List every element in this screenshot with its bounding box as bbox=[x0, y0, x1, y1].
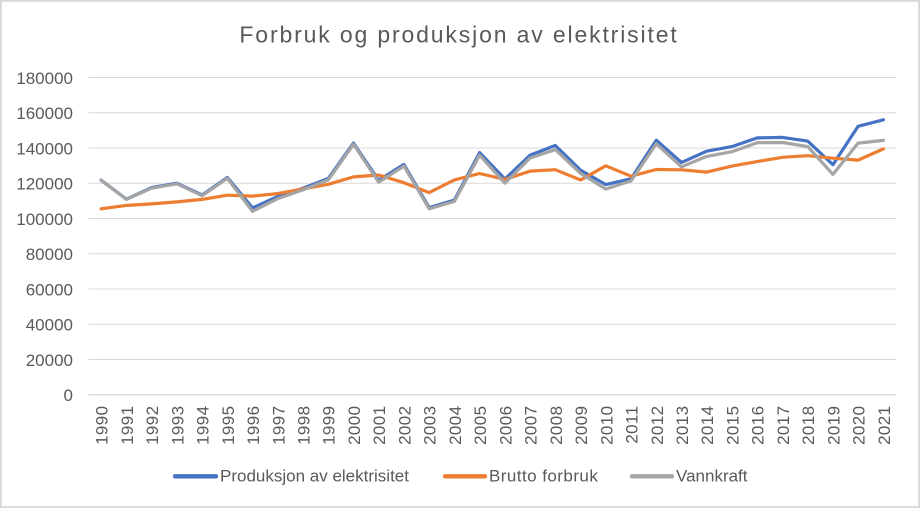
svg-text:1998: 1998 bbox=[295, 406, 314, 445]
svg-text:2019: 2019 bbox=[824, 406, 843, 445]
svg-text:2012: 2012 bbox=[648, 406, 667, 445]
svg-text:160000: 160000 bbox=[16, 104, 73, 123]
svg-text:120000: 120000 bbox=[16, 175, 73, 194]
svg-text:40000: 40000 bbox=[26, 316, 73, 335]
svg-text:1997: 1997 bbox=[269, 406, 288, 445]
svg-text:1994: 1994 bbox=[194, 406, 213, 445]
svg-text:Vannkraft: Vannkraft bbox=[676, 467, 748, 486]
svg-text:1996: 1996 bbox=[244, 406, 263, 445]
svg-text:2005: 2005 bbox=[471, 406, 490, 445]
svg-text:2009: 2009 bbox=[572, 406, 591, 445]
svg-text:140000: 140000 bbox=[16, 139, 73, 158]
svg-text:2006: 2006 bbox=[496, 406, 515, 445]
svg-text:2007: 2007 bbox=[522, 406, 541, 445]
svg-text:1991: 1991 bbox=[118, 406, 137, 445]
svg-text:2001: 2001 bbox=[370, 406, 389, 445]
svg-text:0: 0 bbox=[64, 386, 73, 405]
svg-text:2016: 2016 bbox=[749, 406, 768, 445]
svg-text:80000: 80000 bbox=[26, 245, 73, 264]
svg-text:2014: 2014 bbox=[698, 406, 717, 445]
svg-text:2013: 2013 bbox=[673, 406, 692, 445]
svg-text:1992: 1992 bbox=[143, 406, 162, 445]
svg-text:100000: 100000 bbox=[16, 210, 73, 229]
svg-text:Produksjon av elektrisitet: Produksjon av elektrisitet bbox=[220, 467, 409, 486]
svg-text:2015: 2015 bbox=[724, 406, 743, 445]
svg-text:2008: 2008 bbox=[547, 406, 566, 445]
svg-text:2004: 2004 bbox=[446, 406, 465, 445]
svg-text:1993: 1993 bbox=[168, 406, 187, 445]
svg-text:2017: 2017 bbox=[774, 406, 793, 445]
svg-text:2000: 2000 bbox=[345, 406, 364, 445]
svg-text:Forbruk og produksjon av elekt: Forbruk og produksjon av elektrisitet bbox=[239, 22, 678, 48]
svg-text:1999: 1999 bbox=[320, 406, 339, 445]
svg-text:1995: 1995 bbox=[219, 406, 238, 445]
svg-text:2002: 2002 bbox=[395, 406, 414, 445]
svg-text:Brutto forbruk: Brutto forbruk bbox=[489, 467, 598, 486]
svg-text:180000: 180000 bbox=[16, 69, 73, 88]
svg-text:20000: 20000 bbox=[26, 351, 73, 370]
svg-text:2021: 2021 bbox=[875, 406, 894, 445]
svg-text:2003: 2003 bbox=[421, 406, 440, 445]
svg-text:2018: 2018 bbox=[799, 406, 818, 445]
svg-text:60000: 60000 bbox=[26, 280, 73, 299]
svg-text:2010: 2010 bbox=[597, 406, 616, 445]
svg-text:2011: 2011 bbox=[623, 406, 642, 444]
svg-text:1990: 1990 bbox=[93, 406, 112, 445]
svg-text:2020: 2020 bbox=[850, 406, 869, 445]
